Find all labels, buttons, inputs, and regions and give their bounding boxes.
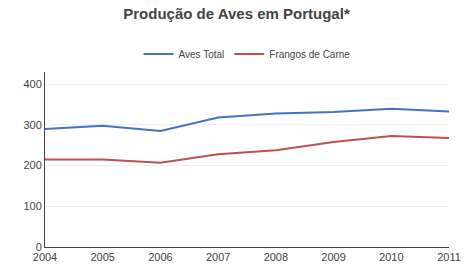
svg-text:2007: 2007 [206,251,230,263]
svg-text:2010: 2010 [379,251,403,263]
svg-text:2009: 2009 [321,251,345,263]
svg-text:2006: 2006 [148,251,172,263]
svg-text:Frangos de Carne: Frangos de Carne [269,49,350,60]
svg-text:200: 200 [23,159,41,171]
svg-text:0: 0 [36,241,42,253]
svg-text:400: 400 [23,78,41,90]
svg-text:2005: 2005 [90,251,114,263]
svg-text:2004: 2004 [33,251,57,263]
svg-text:100: 100 [23,200,41,212]
svg-text:300: 300 [23,119,41,131]
svg-text:Aves Total: Aves Total [179,49,225,60]
svg-text:Produção de Aves em Portugal*: Produção de Aves em Portugal* [123,5,350,22]
svg-text:2008: 2008 [264,251,288,263]
svg-text:2011: 2011 [437,251,461,263]
